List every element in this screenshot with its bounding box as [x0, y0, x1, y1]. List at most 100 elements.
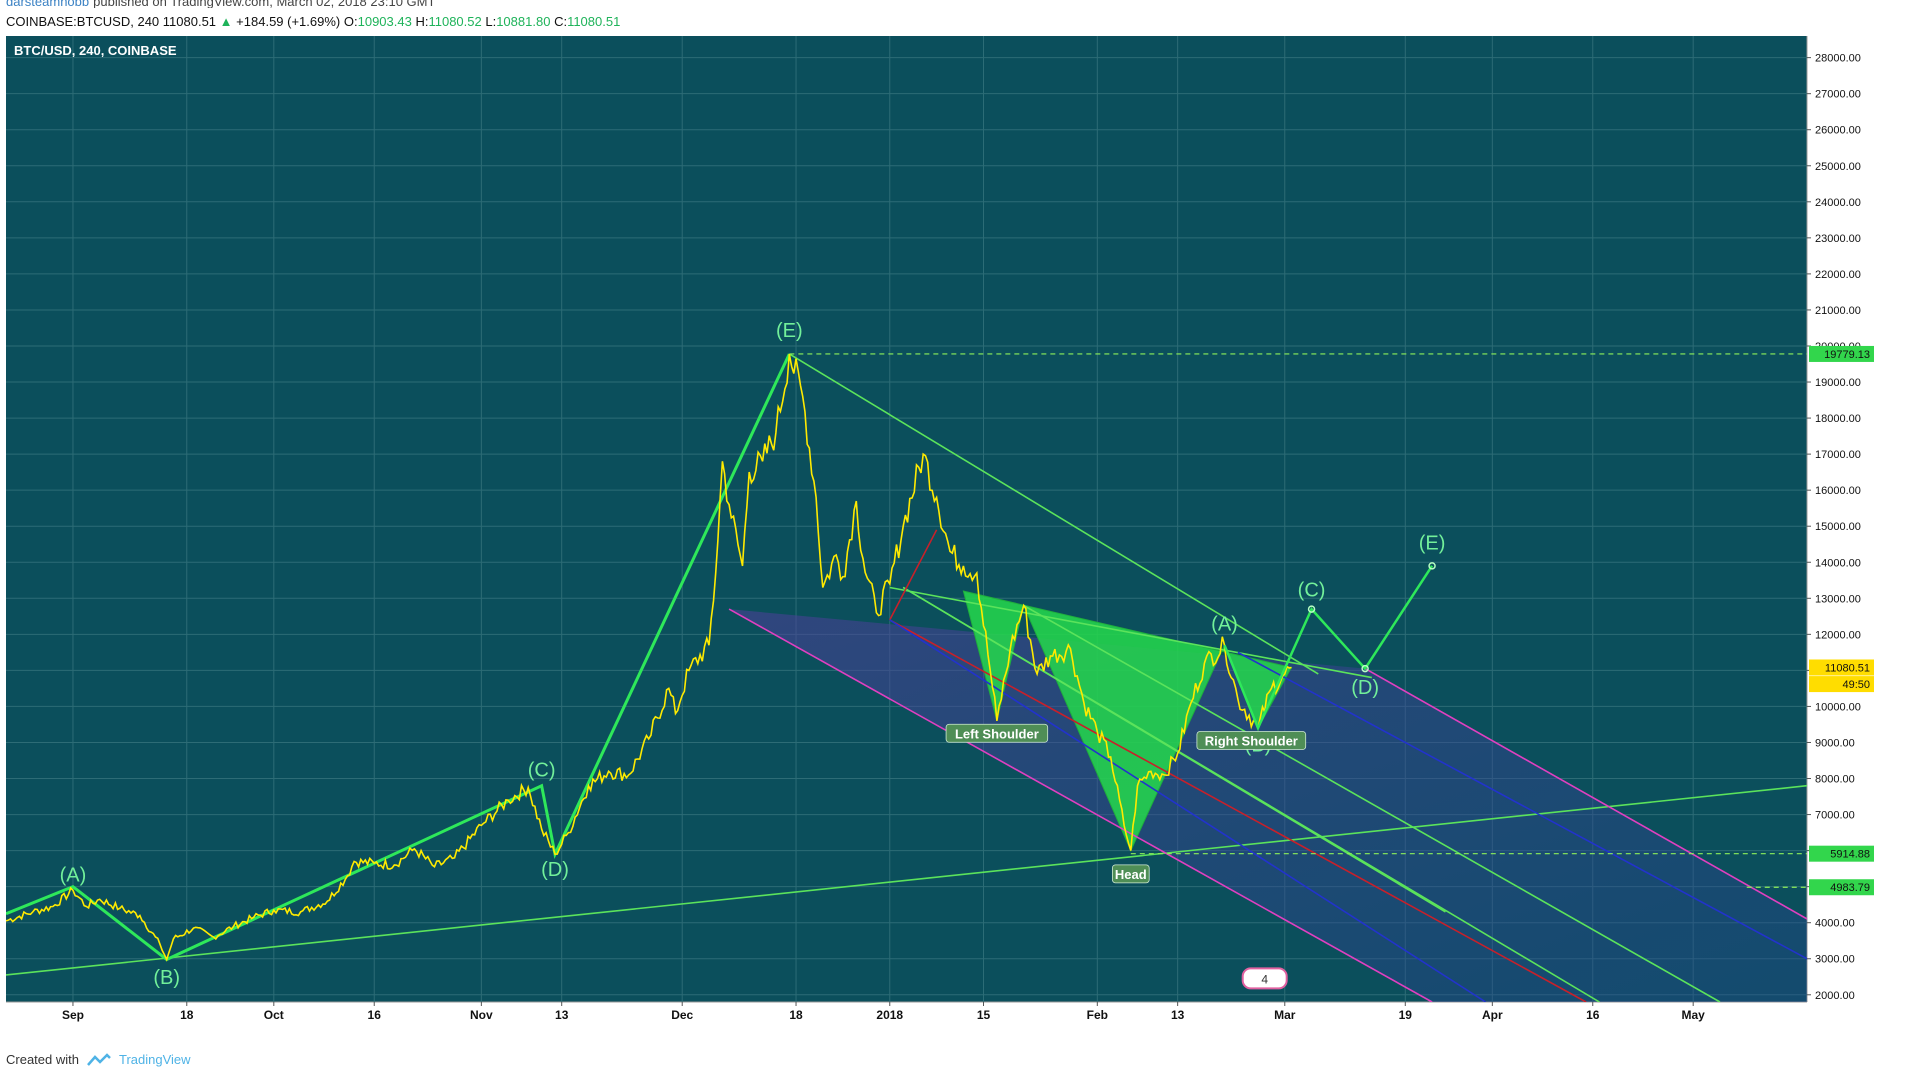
up-arrow-icon: ▲: [219, 14, 233, 29]
x-tick-label: 19: [1399, 1008, 1413, 1022]
y-tick-label: 21000.00: [1815, 305, 1861, 317]
y-tick-label: 27000.00: [1815, 89, 1861, 101]
x-tick-label: 2018: [876, 1008, 903, 1022]
wave-point-marker: [1361, 664, 1369, 673]
footer: Created with TradingView: [6, 1052, 191, 1067]
label-box: [1111, 864, 1150, 884]
y-tick-label: 28000.00: [1815, 53, 1861, 65]
tradingview-logo-icon: [87, 1052, 111, 1066]
y-tick-label: 26000.00: [1815, 125, 1861, 137]
plot-area: (A)(B)(C)(D)(E)(A)(B)(C)(D)(E)Left Shoul…: [6, 36, 1807, 1002]
y-tick-label: 19000.00: [1815, 377, 1861, 389]
pattern-label: Left Shoulder: [955, 726, 1039, 741]
open-value: 10903.43: [357, 14, 412, 29]
label-box: [945, 723, 1049, 743]
price-marker-label: 4983.79: [1830, 882, 1870, 894]
price-marker-label: 19779.13: [1824, 349, 1870, 361]
y-tick-label: 3000.00: [1815, 954, 1855, 966]
price-marker-box: [1809, 345, 1874, 362]
time-axis-panel: [6, 1002, 1807, 1039]
wave-point-marker: [1307, 605, 1316, 613]
y-tick-label: 25000.00: [1815, 161, 1861, 173]
x-tick-label: Dec: [671, 1008, 693, 1022]
wave-label: (A): [1211, 614, 1238, 636]
symbol-label: COINBASE:BTCUSD, 240: [6, 14, 160, 29]
x-tick-label: 13: [1171, 1008, 1185, 1022]
pitch-green-line: [1023, 604, 1721, 1002]
x-tick-label: 13: [555, 1008, 569, 1022]
wave-label: (C): [1298, 579, 1326, 601]
y-tick-label: 10000.00: [1815, 701, 1861, 713]
idea-badge: [1241, 967, 1288, 990]
author-link[interactable]: darsteamhobb: [6, 0, 90, 8]
x-tick-label: 18: [180, 1008, 194, 1022]
wave-label: (C): [528, 760, 556, 782]
x-tick-label: Oct: [264, 1008, 284, 1022]
pitch-blue-line: [1237, 651, 1807, 960]
change-value: +184.59 (+1.69%): [236, 14, 341, 29]
price-chart[interactable]: (A)(B)(C)(D)(E)(A)(B)(C)(D)(E)Left Shoul…: [6, 36, 1878, 1039]
ohlc-bar: COINBASE:BTCUSD, 240 11080.51 ▲ +184.59 …: [6, 14, 620, 30]
close-value: 11080.51: [567, 14, 621, 29]
price-marker-box: [1809, 676, 1874, 693]
price-marker-box: [1809, 659, 1874, 676]
wave-label: (D): [541, 859, 569, 881]
y-tick-label: 4000.00: [1815, 918, 1855, 930]
low-label: L:: [485, 14, 497, 29]
elliott-wave-line: [6, 353, 791, 962]
y-tick-label: 22000.00: [1815, 269, 1861, 281]
price-marker-label: 49:50: [1842, 679, 1870, 691]
price-marker-label: 11080.51: [1825, 662, 1870, 674]
y-tick-label: 17000.00: [1815, 449, 1861, 461]
y-tick-label: 18000.00: [1815, 413, 1861, 425]
x-tick-label: 18: [789, 1008, 803, 1022]
y-tick-label: 12000.00: [1815, 629, 1861, 641]
publish-line: darsteamhobb published on TradingView.com…: [6, 0, 435, 8]
y-tick-label: 23000.00: [1815, 233, 1861, 245]
pitch-red-line: [889, 619, 1587, 1002]
tradingview-link[interactable]: TradingView: [118, 1052, 191, 1067]
x-tick-label: 15: [977, 1008, 991, 1022]
trend-line: [6, 784, 1807, 976]
open-label: O:: [343, 14, 358, 29]
pitch-green-line: [902, 586, 1446, 913]
last-price: 11080.51: [162, 14, 217, 29]
wave-label: (A): [60, 864, 87, 886]
projection-wave-line: [1223, 565, 1434, 732]
x-tick-label: Nov: [470, 1008, 493, 1022]
x-tick-label: Feb: [1087, 1008, 1108, 1022]
x-tick-label: Sep: [62, 1008, 84, 1022]
x-tick-label: 16: [1586, 1008, 1600, 1022]
wave-label: (E): [1419, 533, 1446, 555]
chart-panel[interactable]: (A)(B)(C)(D)(E)(A)(B)(C)(D)(E)Left Shoul…: [6, 36, 1878, 1039]
price-marker-box: [1809, 879, 1874, 896]
y-tick-label: 16000.00: [1815, 485, 1861, 497]
label-box: [1196, 731, 1307, 750]
pattern-label: Right Shoulder: [1205, 733, 1298, 748]
low-value: 10881.80: [496, 14, 551, 29]
close-label: C:: [554, 14, 568, 29]
trend-line: [889, 586, 1372, 679]
price-marker-label: 5914.88: [1830, 849, 1870, 861]
x-tick-label: 16: [368, 1008, 382, 1022]
wave-label: (D): [1351, 677, 1379, 699]
pitch-blue-line: [889, 619, 1487, 1002]
high-label: H:: [415, 14, 429, 29]
publish-info: published on TradingView.com, March 02, …: [93, 0, 436, 8]
wave-label: (E): [776, 320, 803, 342]
created-with-label: Created with: [6, 1052, 79, 1067]
wave-label: (B): [153, 967, 180, 989]
price-axis-panel: [1807, 36, 1878, 1039]
right-margin: [1878, 0, 1920, 1080]
price-marker-box: [1809, 845, 1874, 862]
pitch-red-line: [889, 529, 938, 621]
y-tick-label: 2000.00: [1815, 990, 1855, 1002]
high-value: 11080.52: [428, 14, 482, 29]
chart-title: BTC/USD, 240, COINBASE: [14, 43, 177, 58]
y-tick-label: 8000.00: [1815, 774, 1855, 786]
y-tick-label: 7000.00: [1815, 810, 1855, 822]
y-tick-label: 24000.00: [1815, 197, 1861, 209]
pitch-pink-line: [728, 608, 1433, 1002]
y-tick-label: 9000.00: [1815, 737, 1855, 749]
y-tick-label: 15000.00: [1815, 521, 1861, 533]
